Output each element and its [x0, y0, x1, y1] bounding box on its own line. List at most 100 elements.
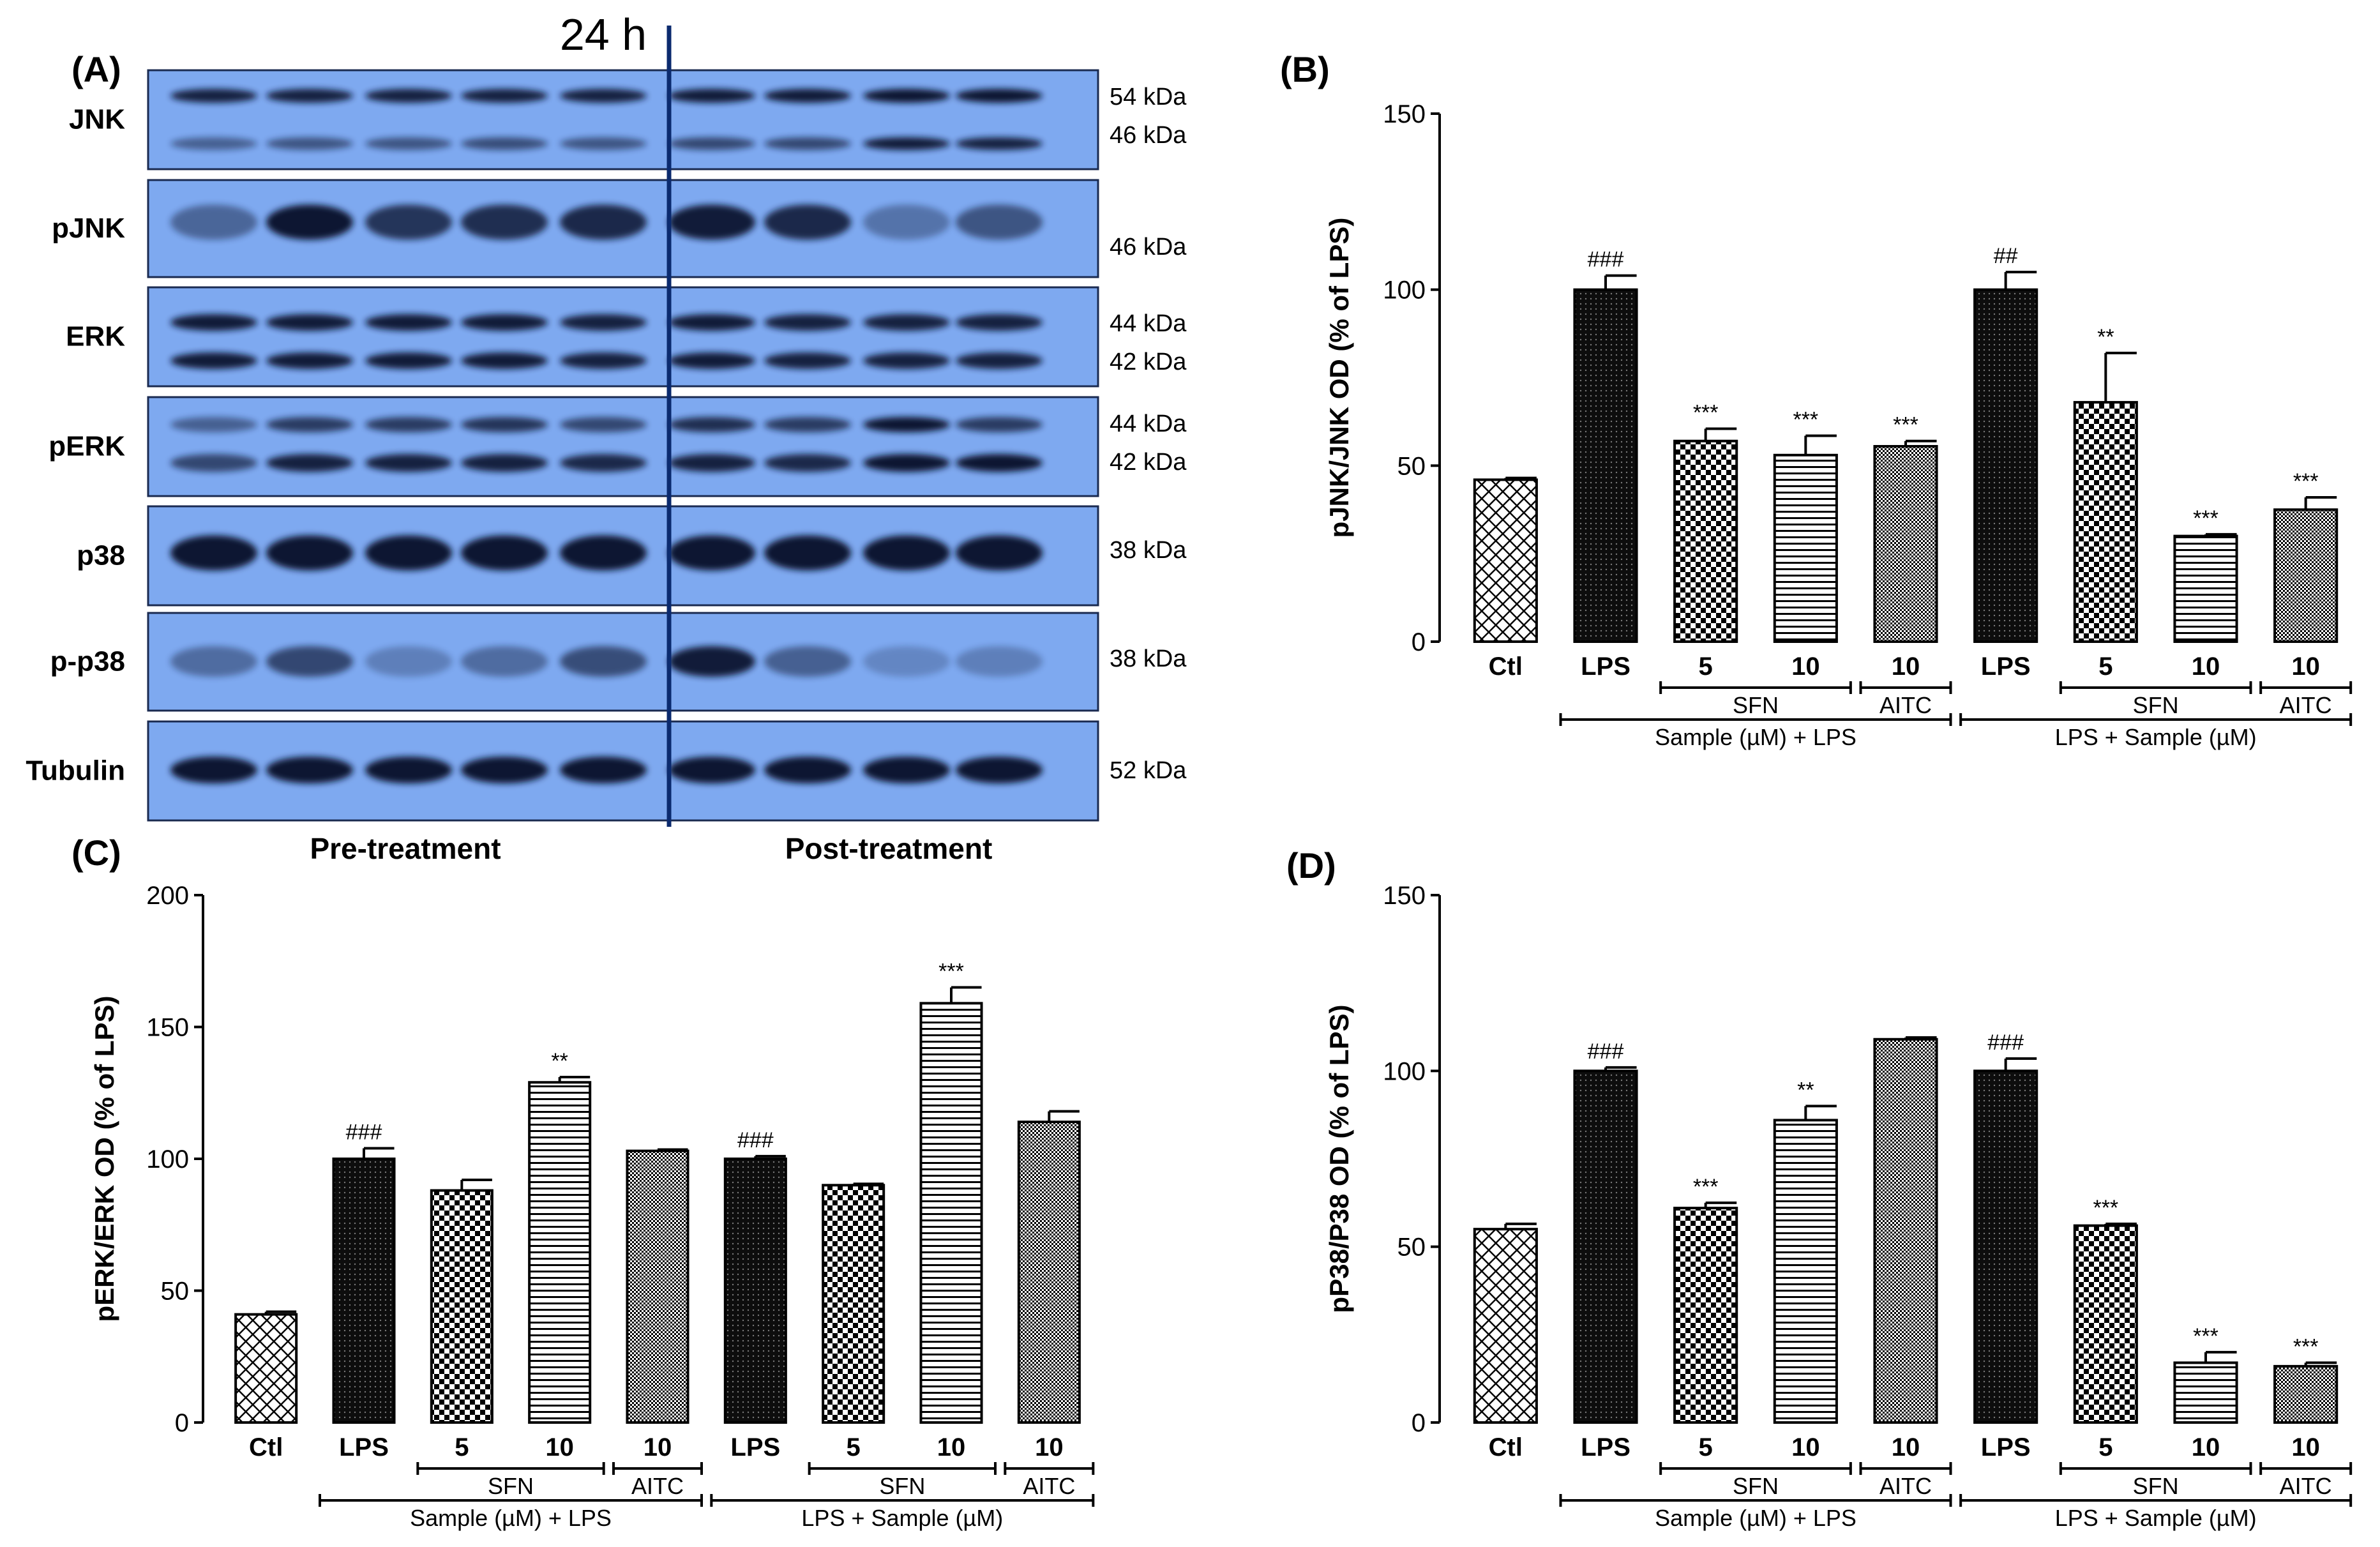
blot-band [863, 757, 950, 783]
blot-row-tubulin: Tubulin 52 kDa [26, 720, 1187, 822]
blot-band [560, 89, 647, 103]
category-label: LPS [1581, 1433, 1631, 1461]
blot-band [560, 417, 647, 432]
blot-band [461, 89, 548, 103]
aitc-bracket-label: AITC [1879, 1473, 1932, 1499]
sfn-bracket-label: SFN [2133, 1473, 2179, 1499]
blot-band [764, 646, 851, 677]
blot-band [956, 204, 1043, 240]
blot-kda-label: 54 kDa [1110, 84, 1187, 110]
blot-row-p-p38: p-p38 38 kDa [50, 612, 1187, 712]
post-group-bracket-label: LPS + Sample (µM) [2055, 1505, 2257, 1531]
blot-band [365, 137, 452, 150]
bar [2073, 401, 2138, 643]
blot-band [956, 89, 1043, 103]
significance-label: ** [1797, 1078, 1814, 1102]
panel-label-b: (B) [1280, 49, 1330, 89]
blot-band [365, 314, 452, 331]
bar [2073, 1224, 2138, 1424]
blot-band [560, 352, 647, 369]
blot-kda-label: 38 kDa [1110, 645, 1187, 672]
post-group-bracket-label: LPS + Sample (µM) [801, 1505, 1003, 1531]
blot-band [365, 352, 452, 369]
blot-band [764, 417, 851, 432]
y-axis-label: pERK/ERK OD (% of LPS) [89, 996, 119, 1322]
blot-protein-label: p38 [77, 540, 125, 571]
significance-label: ### [346, 1120, 382, 1144]
blot-band [170, 757, 257, 783]
blot-membrane [147, 286, 1099, 388]
bar [1873, 445, 1938, 643]
blot-band [956, 757, 1043, 783]
category-label: 5 [455, 1433, 469, 1461]
category-label: 10 [2291, 1433, 2320, 1461]
blot-band [668, 352, 755, 369]
significance-label: *** [1893, 413, 1918, 437]
sfn-bracket-label: SFN [1733, 692, 1779, 718]
significance-label: ### [1588, 1039, 1624, 1064]
category-label: 10 [1791, 1433, 1820, 1461]
blot-band [170, 352, 257, 369]
blot-band [668, 137, 755, 150]
category-label: 5 [2098, 653, 2113, 681]
significance-label: *** [2293, 1334, 2319, 1359]
y-axis-label: pJNK/JNK OD (% of LPS) [1324, 218, 1354, 538]
blot-band [170, 314, 257, 331]
blot-band [764, 454, 851, 472]
category-label: 10 [1035, 1433, 1064, 1461]
aitc-bracket-label: AITC [631, 1473, 684, 1499]
y-tick-label: 150 [1383, 882, 1426, 910]
y-tick-label: 0 [1412, 628, 1426, 656]
bar [1973, 1069, 2038, 1424]
blot-row-pjnk: pJNK 46 kDa [52, 179, 1187, 278]
y-tick-label: 50 [1397, 1234, 1426, 1262]
blot-band [461, 352, 548, 369]
blot-band [365, 535, 452, 571]
western-blot: 24 h JNK 54 kDa 46 kDa pJNK 46 kDa ERK 44 kDa 4… [26, 10, 1187, 865]
blot-band [365, 89, 452, 103]
blot-band [956, 137, 1043, 150]
bar [723, 1158, 787, 1424]
blot-band [863, 137, 950, 150]
panel-label-d: (D) [1286, 845, 1336, 886]
blot-protein-label: ERK [66, 321, 125, 352]
y-axis-label: pP38/P38 OD (% of LPS) [1324, 1004, 1354, 1313]
pre-group-bracket-label: Sample (µM) + LPS [1655, 724, 1857, 750]
blot-band [668, 204, 755, 240]
blot-band [266, 535, 353, 571]
significance-label: *** [2193, 506, 2218, 531]
y-tick-label: 200 [146, 882, 189, 910]
sfn-bracket-label: SFN [879, 1473, 925, 1499]
aitc-bracket-label: AITC [2280, 692, 2332, 718]
blot-band [560, 454, 647, 472]
chart-pp38-p38: 0 50 100 150 pP38/P38 OD (% of LPS) Ctl ### LPS… [1324, 882, 2353, 1531]
blot-band [668, 314, 755, 331]
blot-band [863, 535, 950, 571]
bar [1473, 478, 1538, 643]
blot-kda-label: 46 kDa [1110, 122, 1187, 149]
category-label: 10 [644, 1433, 672, 1461]
blot-band [560, 646, 647, 677]
blot-band [560, 535, 647, 571]
bar [1573, 1069, 1638, 1424]
significance-label: ** [551, 1049, 568, 1073]
blot-band [764, 352, 851, 369]
blot-band [170, 417, 257, 432]
blot-band [560, 204, 647, 240]
blot-band [863, 417, 950, 432]
blot-row-perk: pERK 44 kDa 42 kDa [49, 396, 1187, 497]
bar [234, 1313, 298, 1424]
blot-band [764, 137, 851, 150]
category-label: LPS [1981, 1433, 2031, 1461]
blot-row-jnk: JNK 54 kDa 46 kDa [69, 69, 1187, 170]
blot-band [668, 89, 755, 103]
bar [1873, 1038, 1938, 1424]
category-label: 5 [2098, 1433, 2113, 1461]
y-tick-label: 0 [175, 1409, 189, 1437]
y-tick-label: 100 [1383, 276, 1426, 305]
blot-band [956, 454, 1043, 472]
blot-band [956, 314, 1043, 331]
blot-kda-label: 42 kDa [1110, 449, 1187, 476]
significance-label: *** [938, 960, 964, 984]
pre-group-bracket-label: Sample (µM) + LPS [410, 1505, 612, 1531]
